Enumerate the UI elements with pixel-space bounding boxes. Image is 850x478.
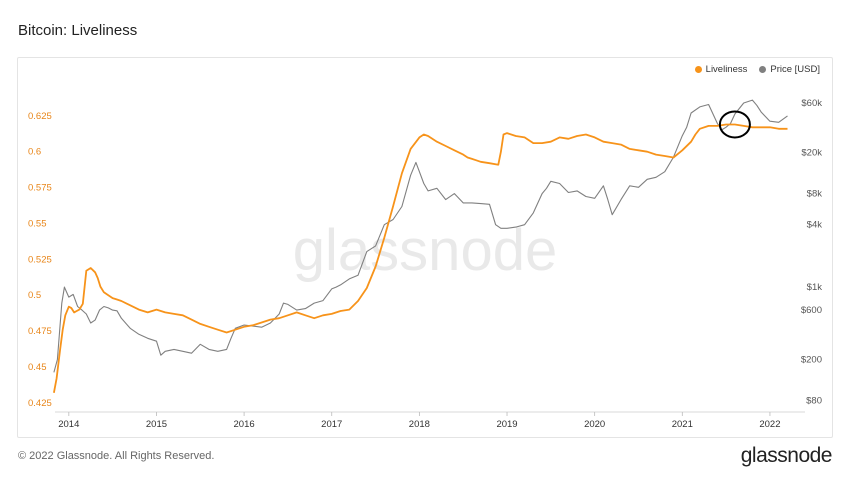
chart-legend: Liveliness Price [USD] xyxy=(694,64,820,75)
left-tick-label: 0.575 xyxy=(28,183,52,194)
left-tick-label: 0.6 xyxy=(28,147,41,158)
right-tick-label: $200 xyxy=(801,354,822,365)
x-tick-label: 2021 xyxy=(672,419,693,430)
legend-item-liveliness[interactable]: Liveliness xyxy=(694,64,748,75)
x-tick-label: 2019 xyxy=(496,419,517,430)
left-tick-label: 0.5 xyxy=(28,290,41,301)
legend-item-price[interactable]: Price [USD] xyxy=(759,64,820,75)
right-tick-label: $20k xyxy=(801,147,822,158)
left-tick-label: 0.475 xyxy=(28,326,52,337)
left-tick-label: 0.425 xyxy=(28,398,52,409)
x-tick-label: 2020 xyxy=(584,419,605,430)
chart-frame xyxy=(17,57,833,438)
x-tick-label: 2016 xyxy=(234,419,255,430)
x-tick-label: 2015 xyxy=(146,419,167,430)
right-tick-label: $4k xyxy=(807,220,823,231)
right-tick-label: $8k xyxy=(807,189,823,200)
left-tick-label: 0.625 xyxy=(28,111,52,122)
x-tick-label: 2018 xyxy=(409,419,430,430)
footer-logo[interactable]: glassnode xyxy=(740,444,833,467)
page-title: Bitcoin: Liveliness xyxy=(18,22,138,39)
liveliness-series-line xyxy=(53,123,788,393)
left-tick-label: 0.45 xyxy=(28,362,47,373)
x-axis: 2014 2015 2016 2017 2018 2019 2020 2021 2022 xyxy=(55,411,805,430)
x-tick-label: 2017 xyxy=(321,419,342,430)
x-tick-label: 2022 xyxy=(759,419,780,430)
footer-copyright: © 2022 Glassnode. All Rights Reserved. xyxy=(18,450,215,462)
right-axis: $60k $20k $8k $4k $1k $600 $200 $80 xyxy=(801,98,822,407)
right-tick-label: $60k xyxy=(801,98,822,109)
liveliness-dot-icon xyxy=(694,66,702,73)
legend-label-liveliness: Liveliness xyxy=(705,64,748,75)
price-series-line xyxy=(53,99,788,373)
annotation-layer xyxy=(718,110,751,139)
x-tick-label: 2014 xyxy=(58,419,79,430)
annotation-circle xyxy=(718,110,751,139)
price-dot-icon xyxy=(759,66,767,73)
watermark-text: glassnode xyxy=(293,218,557,283)
left-axis: 0.625 0.6 0.575 0.55 0.525 0.5 0.475 0.45 0.425 xyxy=(28,111,52,409)
right-tick-label: $1k xyxy=(807,282,823,293)
right-tick-label: $600 xyxy=(801,305,822,316)
legend-label-price: Price [USD] xyxy=(770,64,820,75)
right-tick-label: $80 xyxy=(806,396,822,407)
left-tick-label: 0.55 xyxy=(28,218,47,229)
series-layer xyxy=(53,99,788,393)
left-tick-label: 0.525 xyxy=(28,254,52,265)
